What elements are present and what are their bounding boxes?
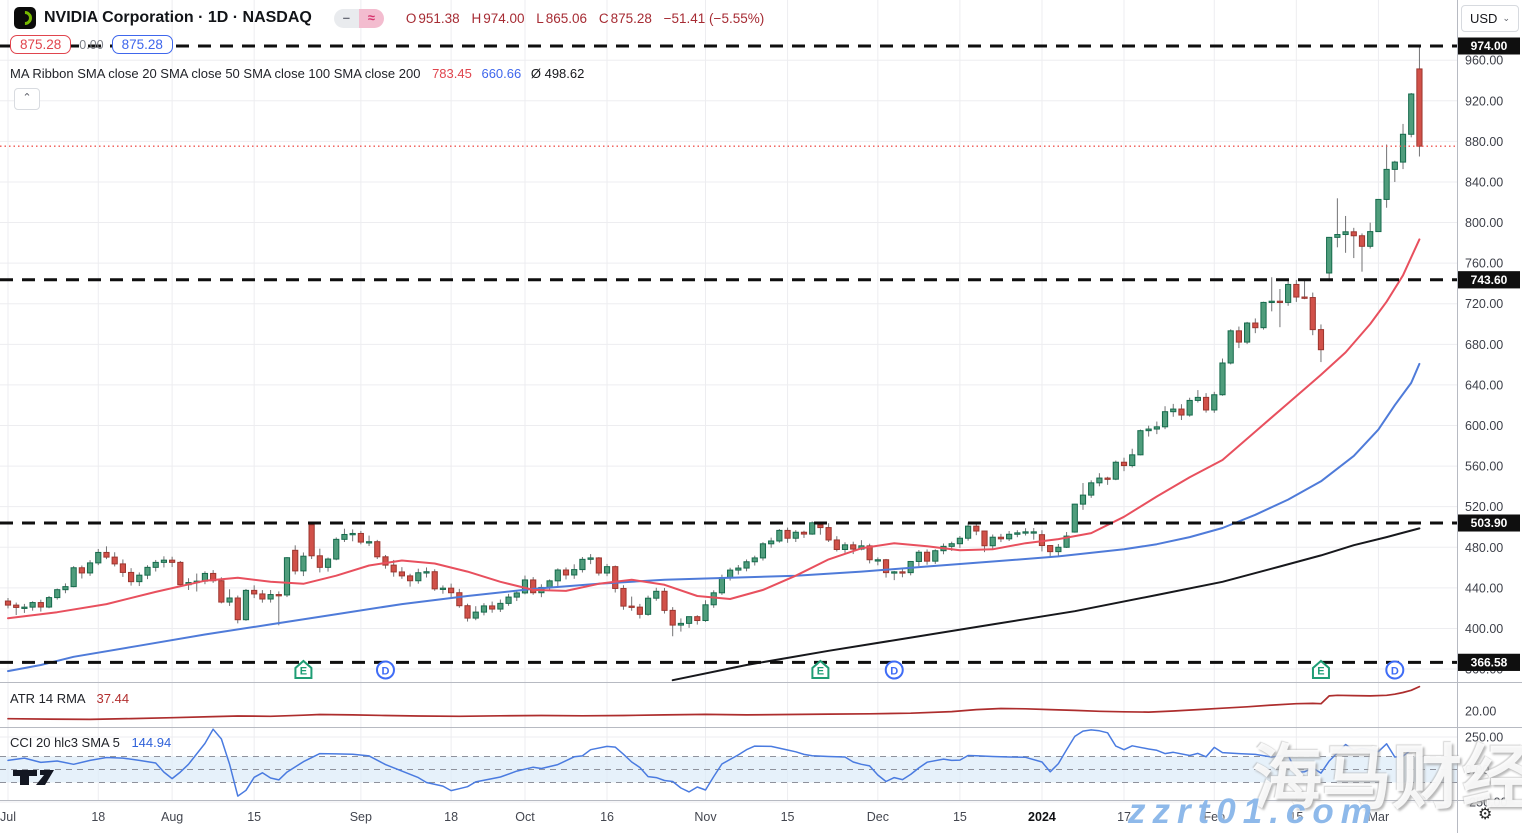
svg-text:Oct: Oct — [515, 810, 535, 824]
minus-toggle-icon[interactable]: – — [333, 8, 359, 28]
close-value: 875.28 — [610, 10, 652, 26]
sma50-value: 660.66 — [481, 66, 522, 81]
low-value: 865.06 — [545, 10, 588, 26]
ma-ribbon-label: MA Ribbon SMA close 20 SMA close 50 SMA … — [10, 66, 421, 81]
high-value: 974.00 — [483, 10, 525, 26]
cci-label: CCI 20 hlc3 SMA 5 — [10, 735, 120, 750]
bar-change-toggle[interactable]: – ≈ — [333, 8, 384, 28]
svg-text:640.00: 640.00 — [1465, 378, 1503, 392]
symbol-title: NVIDIA Corporation · 1D · NASDAQ — [44, 9, 312, 26]
svg-text:974.00: 974.00 — [1471, 39, 1508, 53]
price-diff-value: 0.00 — [79, 37, 104, 52]
cci-line — [7, 728, 1421, 797]
svg-text:250.00: 250.00 — [1465, 731, 1503, 745]
svg-text:743.60: 743.60 — [1471, 273, 1508, 287]
svg-text:D: D — [381, 666, 389, 678]
earnings-badge[interactable]: E — [294, 659, 313, 679]
chevron-down-icon: ⌄ — [1502, 13, 1510, 23]
svg-text:E: E — [817, 666, 824, 678]
svg-text:Feb: Feb — [1204, 810, 1226, 824]
ma-ribbon-legend[interactable]: MA Ribbon SMA close 20 SMA close 50 SMA … — [10, 66, 584, 81]
svg-text:760.00: 760.00 — [1465, 257, 1503, 271]
dividend-badge[interactable]: D — [375, 660, 395, 680]
svg-text:560.00: 560.00 — [1465, 460, 1503, 474]
atr-legend[interactable]: ATR 14 RMA 37.44 — [10, 691, 129, 706]
svg-text:400.00: 400.00 — [1465, 622, 1503, 636]
ohlc-readout: O 951.38 H 974.00 L 865.06 C 875.28 −51.41 (… — [405, 10, 765, 26]
svg-text:0.00: 0.00 — [1465, 763, 1489, 777]
atr-label: ATR 14 RMA — [10, 691, 85, 706]
svg-text:440.00: 440.00 — [1465, 581, 1503, 595]
price-axis[interactable]: 974.00 743.60 503.90 366.58 960.00 920.00 880.… — [1458, 37, 1520, 810]
svg-text:20.00: 20.00 — [1465, 705, 1496, 719]
svg-text:18: 18 — [91, 810, 105, 824]
open-value: 951.38 — [418, 10, 460, 26]
svg-text:480.00: 480.00 — [1465, 541, 1503, 555]
currency-dropdown[interactable]: USD ⌄ — [1461, 5, 1519, 32]
svg-text:Aug: Aug — [161, 810, 183, 824]
sma-average-value: Ø 498.62 — [530, 66, 585, 81]
price-tag-blue[interactable]: 875.28 — [111, 35, 173, 54]
candles-layer — [4, 46, 1423, 637]
collapse-legend-button[interactable]: ⌃ — [14, 88, 40, 110]
svg-text:15: 15 — [781, 810, 795, 824]
dividend-badge[interactable]: D — [884, 660, 904, 680]
svg-text:366.58: 366.58 — [1471, 656, 1508, 670]
svg-text:E: E — [1317, 666, 1324, 678]
svg-text:Dec: Dec — [867, 810, 889, 824]
svg-text:Jul: Jul — [0, 810, 16, 824]
svg-text:720.00: 720.00 — [1465, 297, 1503, 311]
sma20-value: 783.45 — [432, 66, 472, 81]
svg-text:15: 15 — [247, 810, 261, 824]
svg-text:Nov: Nov — [694, 810, 717, 824]
price-level-lines[interactable] — [0, 44, 1457, 664]
change-value: −51.41 (−5.55%) — [663, 10, 765, 26]
time-axis[interactable]: Jul 18 Aug 15 Sep 18 Oct 16 Nov 15 Dec 15 2024 17 Feb 1… — [0, 810, 1389, 824]
currency-label: USD — [1470, 11, 1498, 26]
svg-text:960.00: 960.00 — [1465, 54, 1503, 68]
svg-text:2024: 2024 — [1028, 810, 1056, 824]
svg-text:680.00: 680.00 — [1465, 338, 1503, 352]
svg-text:16: 16 — [600, 810, 614, 824]
svg-text:-250.00: -250.00 — [1465, 796, 1507, 810]
svg-text:18: 18 — [444, 810, 458, 824]
cci-value: 144.94 — [131, 735, 172, 750]
dividend-badge[interactable]: D — [1385, 660, 1405, 680]
gear-icon[interactable]: ⚙ — [1478, 806, 1493, 823]
svg-text:520.00: 520.00 — [1465, 500, 1503, 514]
svg-text:800.00: 800.00 — [1465, 216, 1503, 230]
price-tag-red[interactable]: 875.28 — [10, 35, 72, 54]
svg-text:15: 15 — [953, 810, 967, 824]
approx-toggle-icon[interactable]: ≈ — [358, 8, 384, 28]
atr-value: 37.44 — [96, 691, 130, 706]
svg-text:Mar: Mar — [1368, 810, 1390, 824]
svg-text:Sep: Sep — [350, 810, 372, 824]
earnings-badge[interactable]: E — [1311, 659, 1330, 679]
ma-ribbon-lines — [7, 238, 1421, 682]
svg-text:920.00: 920.00 — [1465, 94, 1503, 108]
svg-text:D: D — [1391, 666, 1399, 678]
svg-text:600.00: 600.00 — [1465, 419, 1503, 433]
svg-text:15: 15 — [1289, 810, 1303, 824]
atr-line — [7, 685, 1421, 721]
svg-text:840.00: 840.00 — [1465, 175, 1503, 189]
svg-text:E: E — [300, 666, 307, 678]
nvidia-logo-icon — [14, 7, 36, 29]
svg-text:880.00: 880.00 — [1465, 135, 1503, 149]
earnings-badge[interactable]: E — [811, 659, 830, 679]
chevron-up-icon: ⌃ — [22, 92, 32, 104]
svg-text:503.90: 503.90 — [1471, 516, 1508, 530]
svg-text:17: 17 — [1117, 810, 1131, 824]
cci-legend[interactable]: CCI 20 hlc3 SMA 5 144.94 — [10, 735, 171, 750]
svg-text:D: D — [890, 666, 898, 678]
grid-layer — [0, 0, 1457, 803]
